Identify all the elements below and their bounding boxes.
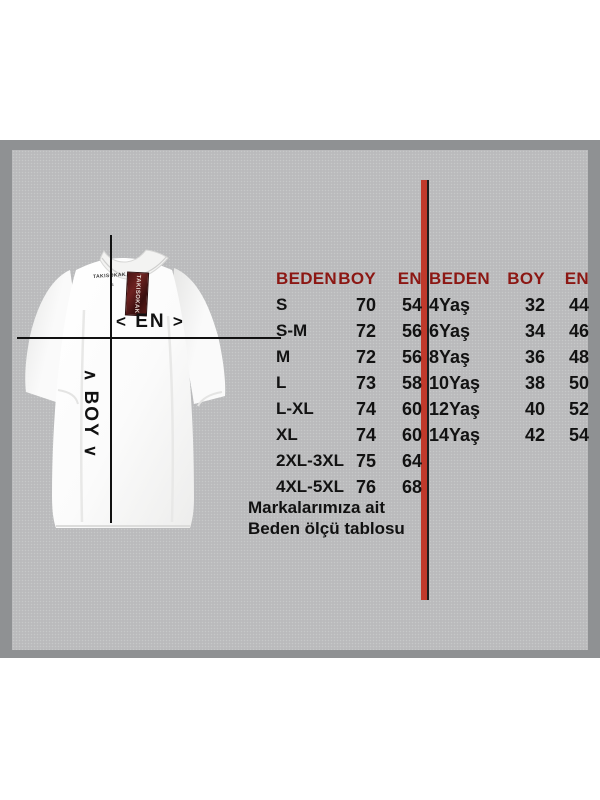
table-row: XL 74 60 — [276, 422, 422, 448]
table-row: 10Yaş 38 50 — [429, 370, 589, 396]
cell-beden: 14Yaş — [429, 425, 481, 445]
arrow-right-icon: > — [172, 312, 185, 331]
arrow-up-icon: ∧ — [81, 368, 100, 384]
adult-header-en: EN — [397, 269, 422, 288]
adult-header-beden: BEDEN — [276, 269, 338, 288]
cell-boy: 42 — [524, 425, 545, 445]
cell-beden: 4XL-5XL — [276, 477, 345, 496]
cell-en: 44 — [568, 295, 589, 315]
neck-size-label: S — [111, 282, 114, 287]
measure-line-vertical — [110, 235, 112, 523]
cell-beden: L-XL — [276, 399, 314, 418]
cell-en: 56 — [401, 347, 422, 367]
cell-beden: 4Yaş — [429, 295, 471, 315]
cell-en: 50 — [568, 373, 589, 393]
table-row: S-M 72 56 — [276, 318, 422, 344]
kids-table-header: BEDEN BOY EN — [429, 266, 589, 292]
cell-beden: 8Yaş — [429, 347, 471, 367]
cell-en: 56 — [401, 321, 422, 341]
cell-beden: L — [276, 373, 287, 392]
cell-boy: 73 — [355, 373, 376, 393]
cell-boy: 74 — [355, 425, 376, 445]
cell-boy: 72 — [355, 347, 376, 367]
adult-size-table: BEDEN BOY EN S 70 54 S-M 72 56 M 72 56 L… — [276, 266, 422, 500]
tshirt-illustration — [22, 240, 262, 530]
caption-line-2: Beden ölçü tablosu — [248, 519, 405, 538]
table-row: 4XL-5XL 76 68 — [276, 474, 422, 500]
chart-caption: Markalarımıza ait Beden ölçü tablosu — [248, 497, 405, 539]
arrow-left-icon: < — [116, 312, 128, 331]
table-row: M 72 56 — [276, 344, 422, 370]
cell-en: 46 — [568, 321, 589, 341]
tshirt-svg — [25, 249, 226, 528]
hang-tag: TAKISOKAK — [124, 271, 150, 317]
red-divider-bar — [421, 180, 427, 600]
cell-boy: 75 — [355, 451, 376, 471]
cell-boy: 34 — [524, 321, 545, 341]
arrow-down-icon: ∨ — [81, 444, 100, 460]
table-row: 4Yaş 32 44 — [429, 292, 589, 318]
cell-boy: 40 — [524, 399, 545, 419]
table-row: 2XL-3XL 75 64 — [276, 448, 422, 474]
adult-table-header: BEDEN BOY EN — [276, 266, 422, 292]
kids-header-boy: BOY — [507, 269, 545, 288]
cell-boy: 38 — [524, 373, 545, 393]
cell-boy: 32 — [524, 295, 545, 315]
cell-beden: S-M — [276, 321, 308, 340]
cell-en: 64 — [401, 451, 422, 471]
cell-beden: S — [276, 295, 288, 314]
kids-header-en: EN — [564, 269, 589, 288]
table-row: L-XL 74 60 — [276, 396, 422, 422]
width-measure-label: < EN > — [116, 311, 185, 333]
cell-beden: XL — [276, 425, 298, 444]
cell-boy: 70 — [355, 295, 376, 315]
table-row: 12Yaş 40 52 — [429, 396, 589, 422]
cell-en: 52 — [568, 399, 589, 419]
cell-beden: 6Yaş — [429, 321, 471, 341]
length-measure-label: ∧ BOY ∨ — [72, 350, 108, 478]
cell-en: 60 — [401, 399, 422, 419]
cell-en: 54 — [568, 425, 589, 445]
hang-tag-text: TAKISOKAK — [132, 274, 142, 314]
table-row: 8Yaş 36 48 — [429, 344, 589, 370]
width-measure-text: EN — [135, 311, 166, 332]
cell-boy: 74 — [355, 399, 376, 419]
cell-beden: 10Yaş — [429, 373, 481, 393]
kids-header-beden: BEDEN — [429, 269, 491, 288]
cell-boy: 76 — [355, 477, 376, 497]
kids-size-table: BEDEN BOY EN 4Yaş 32 44 6Yaş 34 46 8Yaş … — [429, 266, 589, 448]
cell-en: 54 — [401, 295, 422, 315]
table-row: L 73 58 — [276, 370, 422, 396]
divider-inner-line — [427, 180, 429, 600]
table-row: S 70 54 — [276, 292, 422, 318]
cell-boy: 72 — [355, 321, 376, 341]
cell-beden: M — [276, 347, 291, 366]
table-row: 6Yaş 34 46 — [429, 318, 589, 344]
measure-line-horizontal — [17, 337, 281, 339]
cell-en: 58 — [401, 373, 422, 393]
length-measure-rotated: ∧ BOY ∨ — [79, 369, 101, 459]
cell-boy: 36 — [524, 347, 545, 367]
cell-beden: 2XL-3XL — [276, 451, 345, 470]
cell-en: 68 — [401, 477, 422, 497]
caption-line-1: Markalarımıza ait — [248, 498, 386, 517]
length-measure-text: BOY — [80, 390, 101, 438]
cell-en: 48 — [568, 347, 589, 367]
table-row: 14Yaş 42 54 — [429, 422, 589, 448]
adult-header-boy: BOY — [338, 269, 376, 288]
cell-beden: 12Yaş — [429, 399, 481, 419]
cell-en: 60 — [401, 425, 422, 445]
